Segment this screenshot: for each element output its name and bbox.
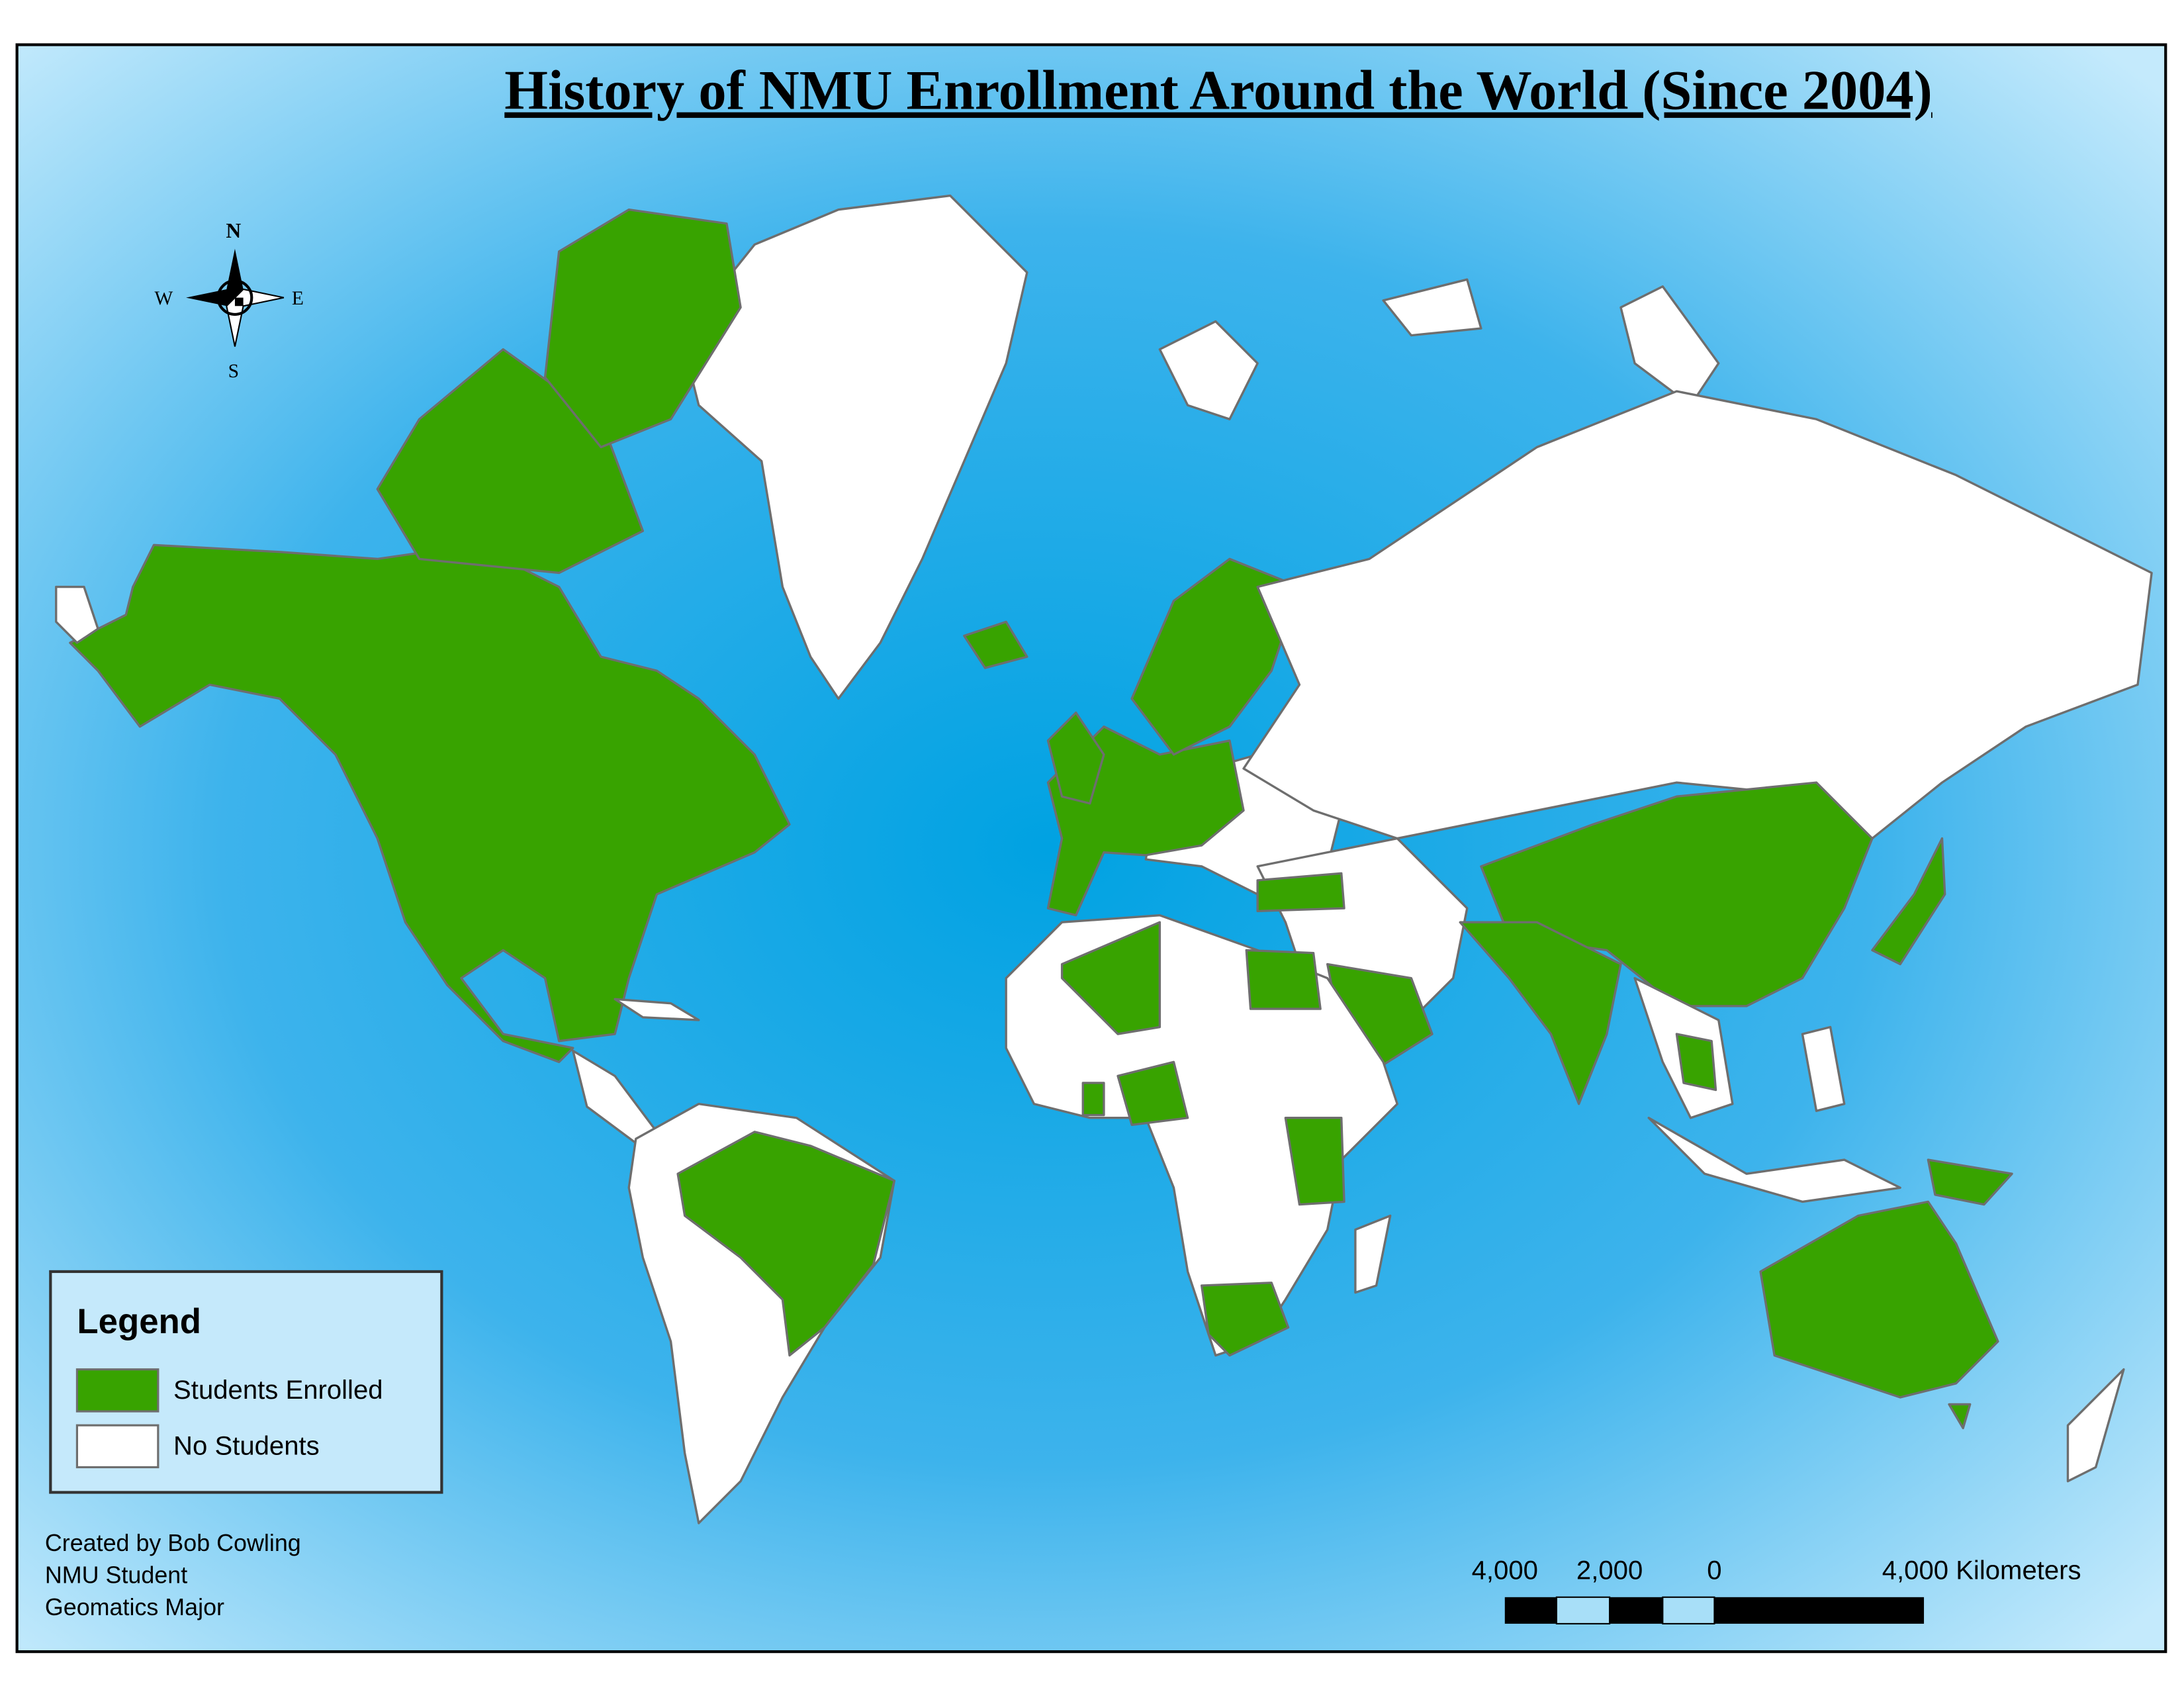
country (1046, 711, 1105, 805)
compass-label: N (226, 219, 241, 242)
country (1354, 1214, 1392, 1294)
compass-rose: N E S W (154, 219, 304, 382)
country (1927, 1158, 2013, 1206)
country (676, 1131, 895, 1357)
legend-swatch (75, 1424, 159, 1469)
country (1459, 921, 1622, 1105)
country (1871, 837, 1946, 966)
land-masses (55, 194, 2153, 1524)
country (1382, 278, 1482, 337)
credits: Created by Bob Cowling NMU Student Geoma… (45, 1530, 301, 1620)
country (1675, 1033, 1717, 1092)
country (1201, 1282, 1290, 1357)
scale-label: 0 (1707, 1556, 1721, 1585)
country (614, 998, 700, 1021)
legend-title: Legend (77, 1302, 201, 1341)
country (1081, 1082, 1105, 1117)
country (1647, 1117, 1901, 1203)
country (1801, 1025, 1846, 1112)
compass-label: S (228, 361, 239, 382)
country (1948, 1403, 1972, 1430)
country (1116, 1060, 1189, 1126)
legend-label: No Students (173, 1431, 320, 1460)
legend: Legend Students Enrolled No Students (49, 1270, 443, 1494)
scale-label: 4,000 (1472, 1556, 1538, 1585)
compass-label: E (292, 288, 304, 309)
country (1759, 1200, 1999, 1399)
country (963, 620, 1028, 669)
legend-swatch (75, 1368, 159, 1413)
credit-line: NMU Student (45, 1562, 187, 1589)
country (55, 585, 99, 644)
scale-label: 4,000 Kilometers (1882, 1556, 2081, 1585)
credit-line: Geomatics Major (45, 1594, 224, 1620)
scale-label: 2,000 (1576, 1556, 1643, 1585)
legend-label: Students Enrolled (173, 1376, 383, 1405)
scale-bar: 4,000 2,000 0 4,000 Kilometers (1472, 1556, 2081, 1624)
country (1242, 390, 2153, 840)
country (1060, 921, 1161, 1035)
map-title: History of NMU Enrollment Around the Wor… (504, 60, 1933, 122)
credit-line: Created by Bob Cowling (45, 1530, 301, 1556)
country (1158, 320, 1259, 420)
country (1256, 872, 1345, 913)
country (69, 543, 791, 1063)
country (1245, 949, 1322, 1010)
country (1284, 1117, 1345, 1206)
compass-label: W (154, 288, 173, 309)
country (543, 208, 742, 449)
country (1619, 285, 1720, 406)
country (2066, 1368, 2125, 1483)
